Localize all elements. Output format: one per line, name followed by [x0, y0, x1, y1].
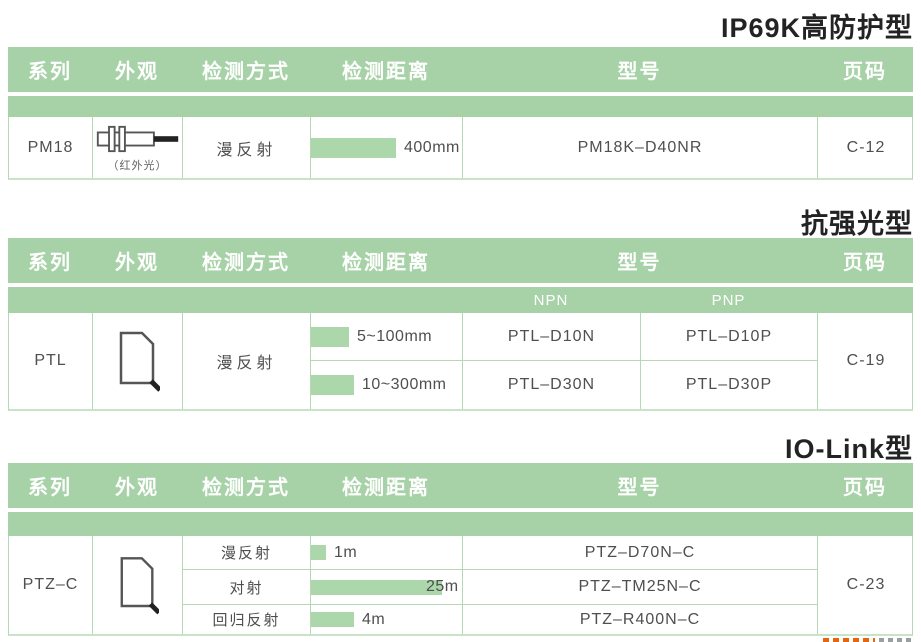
- column-header-appearance: 外观: [115, 477, 159, 499]
- subheader-band: [8, 512, 913, 536]
- appearance-cell: [93, 313, 183, 409]
- watermark-orange-segment: [823, 638, 875, 642]
- section-title-ip69k: IP69K高防护型: [720, 13, 913, 43]
- section-title-anti-glare: 抗强光型: [801, 209, 913, 239]
- column-header-model: 型号: [617, 252, 662, 274]
- table-body: PTL 漫反射 5~100mm PTL–D10N PTL–D10P C-19 1…: [8, 313, 913, 411]
- subheader-band-npn-pnp: NPN PNP: [8, 287, 913, 313]
- distance-cell: 5~100mm: [311, 313, 463, 361]
- column-header-model: 型号: [617, 477, 662, 499]
- rectangular-sensor-icon: [119, 331, 160, 392]
- column-header-distance: 检测距离: [342, 61, 430, 83]
- column-header-page: 页码: [843, 477, 887, 499]
- page-cell: C-12: [846, 138, 886, 156]
- distance-cell: 10~300mm: [311, 361, 463, 409]
- distance-bar: [311, 375, 354, 395]
- distance-label: 1m: [334, 543, 358, 561]
- distance-bar: [311, 579, 442, 595]
- column-header-appearance: 外观: [115, 61, 159, 83]
- header-gap: [8, 508, 913, 512]
- column-header-series: 系列: [28, 252, 72, 274]
- appearance-cell: （红外光）: [93, 117, 183, 178]
- page-cell: C-19: [846, 352, 886, 369]
- table-header-row: 系列 外观 检测方式 检测距离 型号 页码: [8, 47, 913, 92]
- method-cell: 漫反射: [183, 536, 311, 570]
- distance-cell: 4m: [311, 605, 463, 634]
- model-pnp-cell: PTL–D10P: [641, 313, 818, 361]
- model-cell: PTZ–TM25N–C: [463, 570, 818, 605]
- cylindrical-sensor-icon: [96, 125, 178, 152]
- column-header-method: 检测方式: [202, 61, 290, 83]
- model-npn-cell: PTL–D30N: [463, 361, 641, 409]
- page-cell: C-23: [846, 576, 886, 593]
- method-cell: 回归反射: [183, 605, 311, 634]
- distance-label: 400mm: [404, 138, 460, 156]
- watermark-logo: [823, 637, 915, 642]
- header-gap: [8, 283, 913, 287]
- model-npn-cell: PTL–D10N: [463, 313, 641, 361]
- method-cell: 对射: [183, 570, 311, 605]
- table-io-link: 系列 外观 检测方式 检测距离 型号 页码 PTZ–C 漫反射 1m PTZ–D…: [8, 463, 913, 636]
- distance-bar: [311, 137, 396, 158]
- column-header-series: 系列: [28, 477, 72, 499]
- table-body: PM18 （红外光） 漫反射 400mm PM18K–D40NR C-12: [8, 117, 913, 180]
- distance-cell: 25m: [311, 570, 463, 605]
- series-cell: PM18: [9, 117, 93, 178]
- distance-bar: [311, 545, 326, 560]
- table-ip69k: 系列 外观 检测方式 检测距离 型号 页码 PM18 （红外光） 漫反射: [8, 47, 913, 180]
- subheader-band: [8, 96, 913, 117]
- distance-bar: [311, 612, 354, 627]
- table-body: PTZ–C 漫反射 1m PTZ–D70N–C C-23 对射 25m PTZ–…: [8, 536, 913, 636]
- section-title-io-link: IO-Link型: [785, 434, 913, 464]
- model-cell: PTZ–D70N–C: [463, 536, 818, 570]
- distance-label: 25m: [426, 578, 459, 595]
- model-pnp-cell: PTL–D30P: [641, 361, 818, 409]
- column-header-method: 检测方式: [202, 252, 290, 274]
- watermark-gray-segment: [879, 638, 915, 642]
- table-header-row: 系列 外观 检测方式 检测距离 型号 页码: [8, 238, 913, 283]
- method-cell: 漫反射: [183, 117, 311, 178]
- distance-label: 10~300mm: [362, 376, 447, 393]
- appearance-note: （红外光）: [107, 159, 168, 172]
- table-anti-glare: 系列 外观 检测方式 检测距离 型号 页码 NPN PNP PTL: [8, 238, 913, 411]
- column-header-page: 页码: [843, 252, 887, 274]
- column-header-distance: 检测距离: [342, 477, 430, 499]
- distance-label: 4m: [362, 610, 386, 628]
- column-header-method: 检测方式: [202, 477, 290, 499]
- header-gap: [8, 92, 913, 96]
- series-cell: PTL: [9, 313, 93, 409]
- model-cell: PM18K–D40NR: [463, 117, 818, 178]
- rectangular-sensor-icon: [120, 557, 159, 615]
- appearance-cell: [93, 536, 183, 634]
- distance-label: 5~100mm: [357, 327, 433, 345]
- distance-cell: 1m: [311, 536, 463, 570]
- distance-cell: 400mm: [311, 117, 463, 178]
- distance-bar: [311, 326, 349, 347]
- subheader-npn: NPN: [533, 291, 569, 309]
- column-header-distance: 检测距离: [342, 252, 430, 274]
- column-header-model: 型号: [617, 61, 662, 83]
- column-header-appearance: 外观: [115, 252, 159, 274]
- method-cell: 漫反射: [183, 313, 311, 409]
- table-header-row: 系列 外观 检测方式 检测距离 型号 页码: [8, 463, 913, 508]
- column-header-series: 系列: [28, 61, 72, 83]
- column-header-page: 页码: [843, 61, 887, 83]
- subheader-pnp: PNP: [711, 291, 746, 309]
- series-cell: PTZ–C: [9, 536, 93, 634]
- model-cell: PTZ–R400N–C: [463, 605, 818, 634]
